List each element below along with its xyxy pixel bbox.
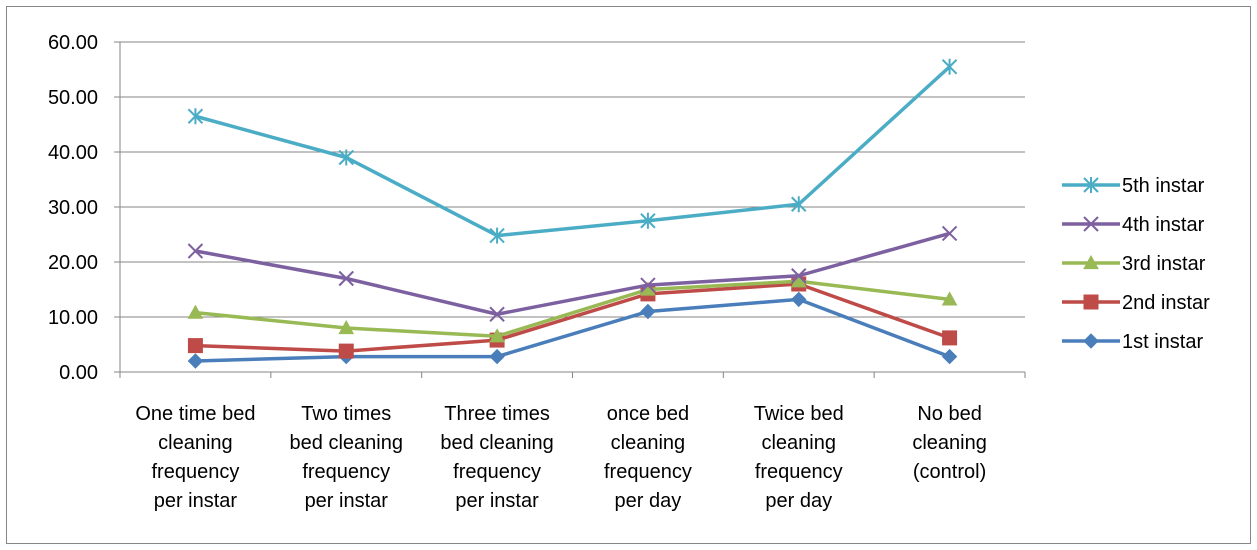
legend-label: 4th instar: [1122, 214, 1205, 236]
x-tick-labels: One time bed cleaning frequency per instar T…: [135, 403, 986, 512]
x-tick-label: No bed cleaning (control): [912, 403, 987, 483]
x-tick-label: Two times bed cleaning frequency per instar: [290, 403, 403, 512]
x-tick-label: Twice bed cleaning frequency per day: [754, 403, 844, 512]
series-line-4th-instar: [195, 231, 951, 316]
data-point-1st-instar: [640, 303, 656, 320]
data-point-2nd-instar: [338, 343, 354, 359]
series-2nd-instar: [187, 276, 958, 359]
legend-marker: [1083, 177, 1099, 193]
legend: 5th instar 4th instar 3rd instar 2nd instar…: [1062, 175, 1210, 353]
x-tick-label: Three times bed cleaning frequency per inst…: [440, 403, 553, 512]
y-tick-labels: 0.00 10.00 20.00 30.00 40.00 50.00 60.00: [48, 32, 98, 384]
data-point-3rd-instar: [941, 291, 958, 306]
legend-label: 2nd instar: [1122, 292, 1210, 314]
data-point-4th-instar: [791, 268, 807, 284]
legend-item-2nd-instar: 2nd instar: [1062, 292, 1210, 314]
y-tick-label: 10.00: [48, 307, 98, 329]
x-tick-label: once bed cleaning frequency per day: [604, 403, 692, 512]
data-point-2nd-instar: [187, 338, 203, 354]
series-1st-instar: [187, 291, 958, 369]
legend-marker: [1083, 294, 1099, 310]
legend-label: 3rd instar: [1122, 253, 1206, 275]
y-tick-label: 40.00: [48, 142, 98, 164]
legend-item-3rd-instar: 3rd instar: [1062, 253, 1206, 275]
data-point-5th-instar: [187, 108, 204, 125]
legend-marker: [1083, 216, 1099, 232]
data-point-1st-instar: [791, 291, 807, 308]
series-3rd-instar: [187, 273, 958, 343]
data-point-1st-instar: [489, 348, 505, 365]
data-point-5th-instar: [489, 227, 505, 244]
series-lines: [187, 58, 958, 369]
legend-item-1st-instar: 1st instar: [1062, 331, 1203, 353]
legend-item-4th-instar: 4th instar: [1062, 214, 1205, 236]
series-line-2nd-instar: [195, 282, 951, 353]
data-point-1st-instar: [187, 353, 204, 369]
legend-label: 1st instar: [1122, 331, 1203, 353]
y-tick-label: 0.00: [59, 362, 98, 384]
data-point-4th-instar: [941, 225, 958, 242]
x-tick-label: One time bed cleaning frequency per instar: [135, 403, 255, 512]
legend-item-5th-instar: 5th instar: [1062, 175, 1205, 197]
y-tick-label: 20.00: [48, 252, 98, 274]
series-line-3rd-instar: [195, 279, 950, 338]
data-point-3rd-instar: [489, 328, 505, 343]
legend-marker: [1083, 333, 1099, 349]
y-tick-label: 60.00: [48, 32, 98, 54]
chart-frame: [6, 6, 1251, 544]
y-tick-label: 30.00: [48, 197, 98, 219]
data-point-1st-instar: [941, 348, 958, 365]
data-point-4th-instar: [187, 243, 204, 259]
axes: [114, 42, 1026, 378]
data-point-5th-instar: [640, 212, 656, 229]
data-point-4th-instar: [640, 277, 656, 293]
legend-label: 5th instar: [1122, 175, 1205, 197]
data-point-5th-instar: [338, 149, 354, 166]
series-line-1st-instar: [195, 297, 951, 363]
data-point-3rd-instar: [338, 319, 355, 335]
series-4th-instar: [187, 225, 958, 322]
data-point-5th-instar: [791, 196, 807, 213]
series-5th-instar: [187, 58, 958, 244]
data-point-2nd-instar: [942, 330, 958, 346]
legend-marker: [1083, 254, 1099, 270]
series-line-5th-instar: [194, 65, 951, 238]
gridlines: [114, 41, 1025, 318]
data-point-4th-instar: [338, 270, 354, 287]
data-point-4th-instar: [489, 306, 505, 322]
y-tick-label: 50.00: [48, 87, 98, 109]
data-point-5th-instar: [941, 58, 958, 75]
data-point-3rd-instar: [187, 304, 204, 319]
